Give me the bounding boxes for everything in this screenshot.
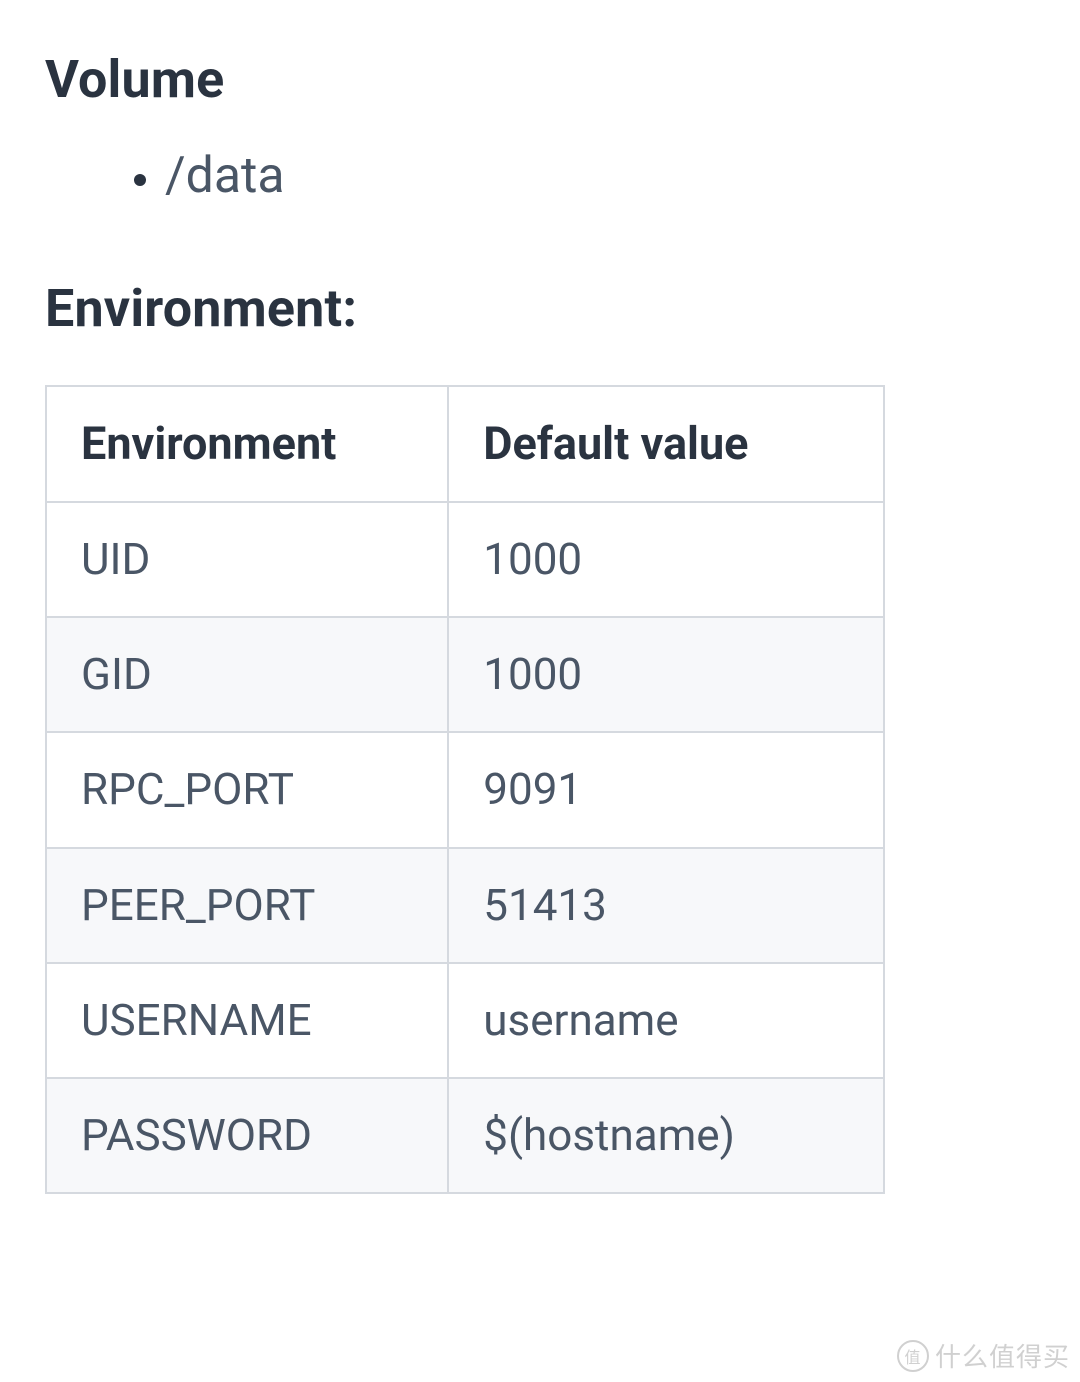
table-row: GID 1000	[46, 617, 884, 732]
env-name-cell: UID	[46, 502, 448, 617]
table-row: UID 1000	[46, 502, 884, 617]
env-name-cell: PEER_PORT	[46, 848, 448, 963]
volume-heading: Volume	[45, 50, 1035, 110]
env-value-cell: 1000	[448, 502, 884, 617]
table-row: PEER_PORT 51413	[46, 848, 884, 963]
environment-heading: Environment:	[45, 279, 1035, 339]
table-row: RPC_PORT 9091	[46, 732, 884, 847]
table-header-row: Environment Default value	[46, 386, 884, 503]
watermark-text: 什么值得买	[935, 1337, 1070, 1374]
watermark: 值 什么值得买	[897, 1337, 1070, 1374]
env-name-cell: RPC_PORT	[46, 732, 448, 847]
volume-list: /data	[45, 144, 1035, 209]
env-value-cell: 51413	[448, 848, 884, 963]
table-header-value: Default value	[448, 386, 884, 503]
env-value-cell: 9091	[448, 732, 884, 847]
table-header-env: Environment	[46, 386, 448, 503]
env-name-cell: USERNAME	[46, 963, 448, 1078]
table-row: USERNAME username	[46, 963, 884, 1078]
environment-table: Environment Default value UID 1000 GID 1…	[45, 385, 885, 1195]
table-row: PASSWORD $(hostname)	[46, 1078, 884, 1193]
env-name-cell: PASSWORD	[46, 1078, 448, 1193]
env-value-cell: 1000	[448, 617, 884, 732]
env-name-cell: GID	[46, 617, 448, 732]
env-value-cell: username	[448, 963, 884, 1078]
watermark-icon: 值	[897, 1340, 929, 1372]
document-page: Volume /data Environment: Environment De…	[0, 0, 1080, 1382]
env-value-cell: $(hostname)	[448, 1078, 884, 1193]
volume-item: /data	[165, 144, 1035, 209]
